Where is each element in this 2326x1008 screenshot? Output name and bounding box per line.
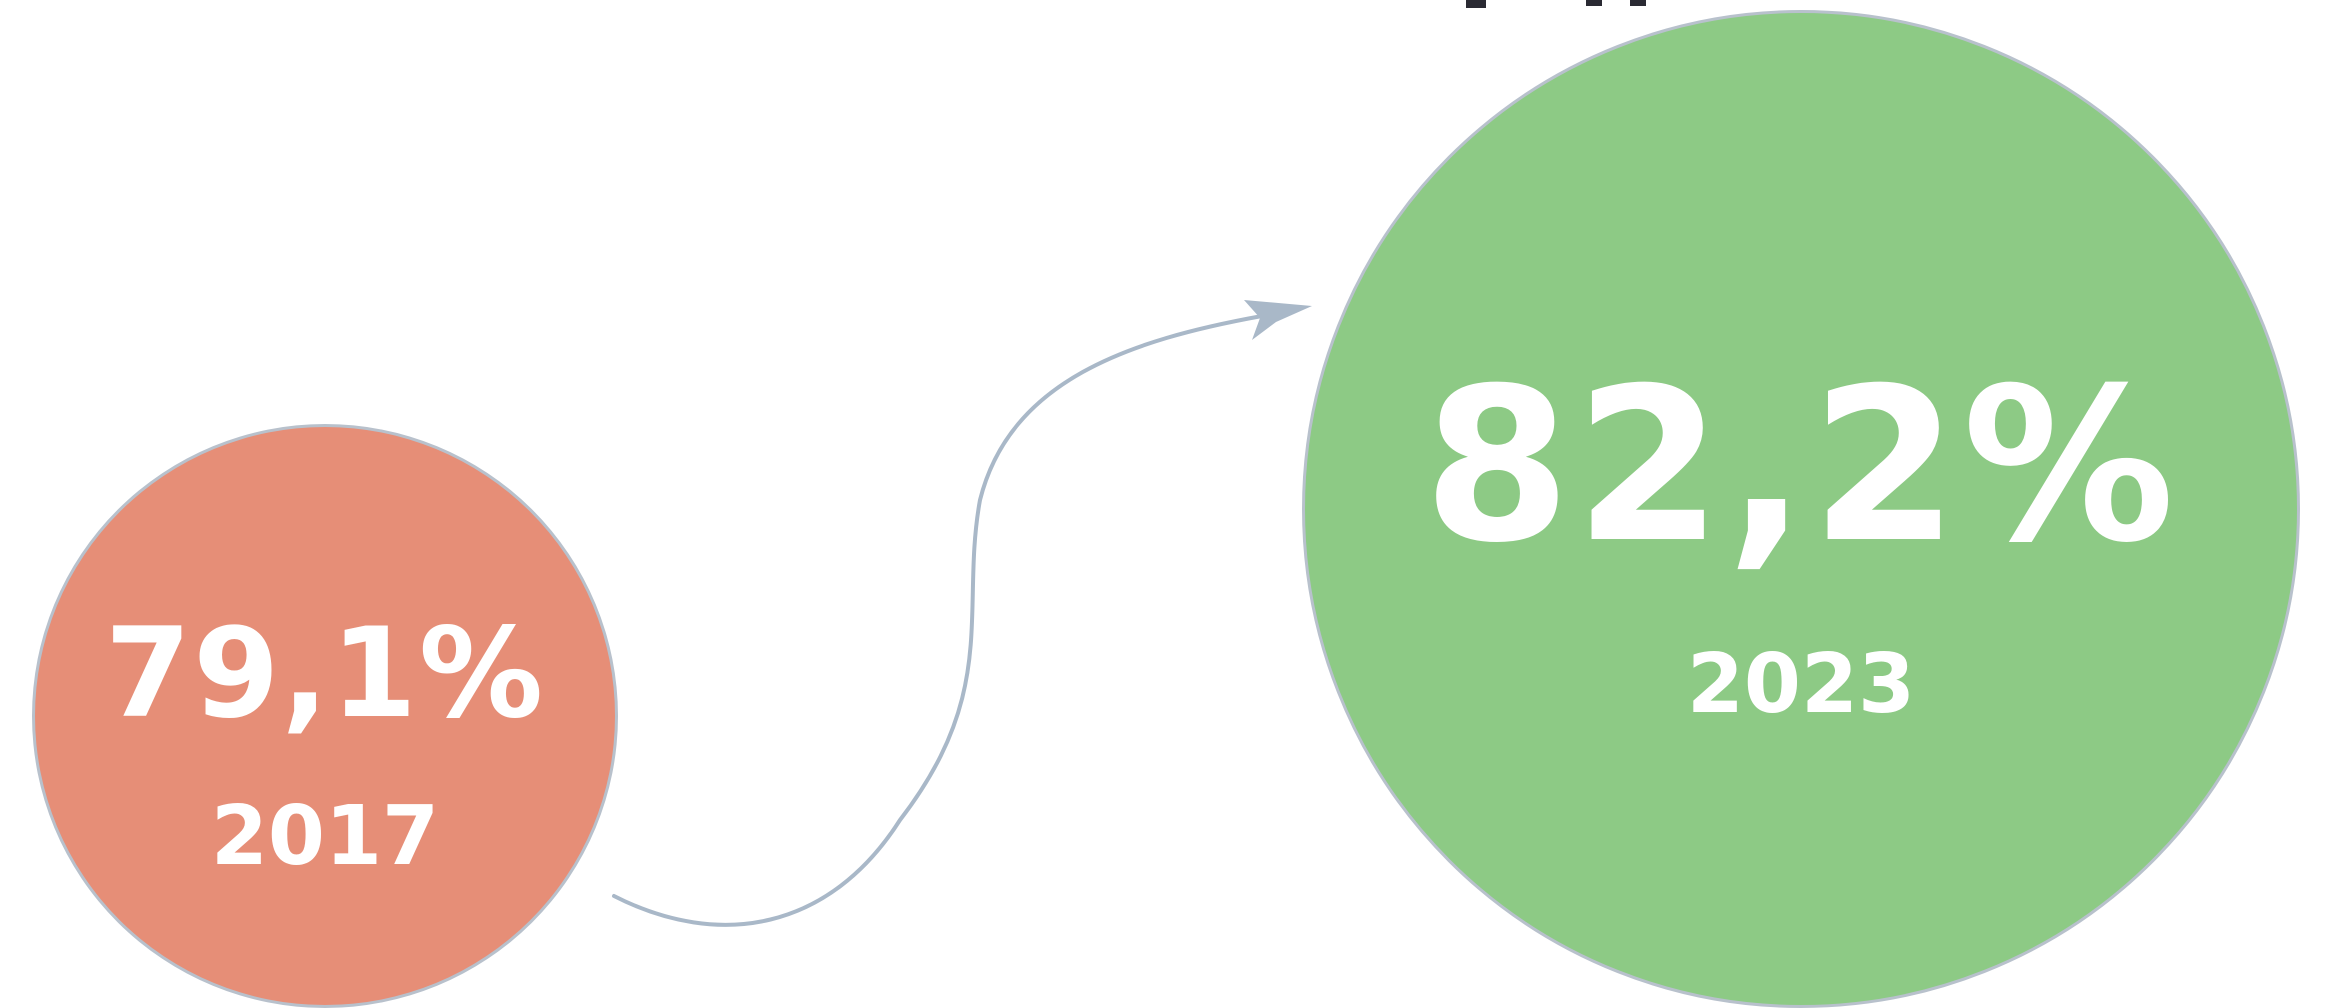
cropped-title-fragment <box>1630 0 1646 6</box>
curved-arrow-icon <box>612 314 1264 927</box>
circle-2023 <box>1302 10 2300 1008</box>
year-2017: 2017 <box>210 789 440 884</box>
year-2023: 2023 <box>1686 637 1916 732</box>
value-2017: 79,1% <box>104 602 546 746</box>
circle-2017 <box>32 424 618 1008</box>
cropped-title-fragment <box>1466 0 1486 8</box>
value-2023: 82,2% <box>1423 342 2179 589</box>
cropped-title-fragment <box>1586 0 1602 6</box>
arrow-head-icon <box>1244 300 1312 340</box>
